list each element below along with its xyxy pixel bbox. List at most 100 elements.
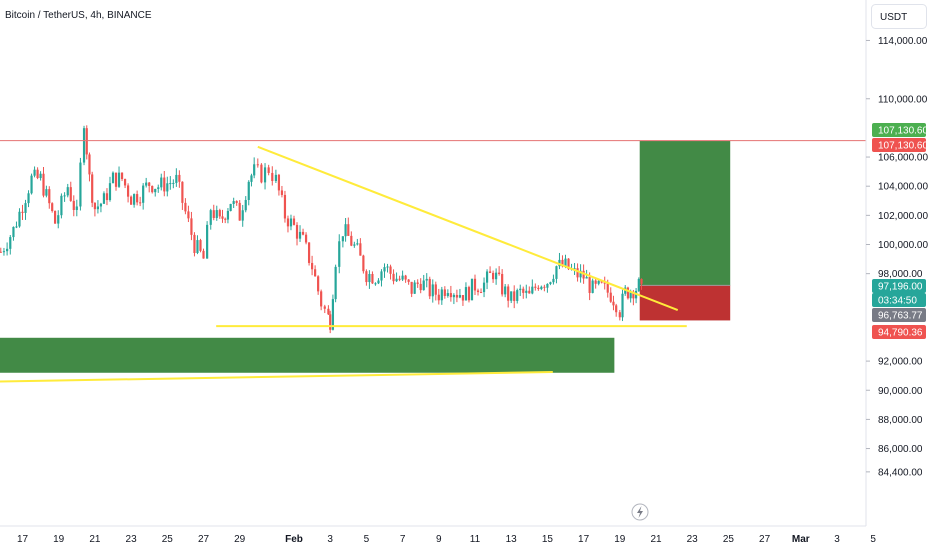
time-axis-tick-label: 21 — [89, 534, 101, 545]
candle-body — [260, 164, 263, 183]
candle-body — [368, 274, 371, 283]
candle-body — [498, 272, 501, 275]
candle-body — [609, 292, 612, 302]
time-axis-tick-label: 17 — [578, 534, 590, 545]
candle-body — [516, 290, 519, 301]
candle-body — [39, 173, 42, 179]
time-axis-tick-label: 3 — [834, 534, 840, 545]
currency-button-frame[interactable] — [871, 4, 927, 29]
price-axis-tick-label: 88,000.00 — [878, 415, 923, 426]
candle-body — [552, 278, 555, 283]
candle-body — [63, 195, 66, 197]
candle-body — [271, 172, 274, 181]
candle-body — [501, 274, 504, 295]
candle-body — [380, 271, 383, 281]
candle-body — [440, 289, 443, 301]
candle-body — [154, 188, 157, 193]
price-axis-tick-label: 90,000.00 — [878, 386, 923, 397]
candle-body — [72, 200, 75, 210]
candle-body — [247, 181, 250, 200]
candle-body — [632, 291, 635, 299]
candle-body — [42, 173, 45, 196]
candle-body — [470, 278, 474, 301]
candle-body — [193, 234, 196, 253]
candle-body — [350, 235, 353, 246]
currency-button[interactable]: USDT — [871, 4, 927, 29]
candle-body — [105, 193, 109, 201]
candle-body — [163, 177, 166, 192]
candle-body — [88, 154, 91, 175]
symbol-title[interactable]: Bitcoin / TetherUS, 4h, BINANCE — [5, 10, 152, 21]
candle-body — [226, 210, 230, 220]
candle-body — [331, 299, 335, 330]
candle-body — [33, 169, 36, 176]
candle-body — [21, 211, 24, 213]
price-tag-background — [872, 293, 926, 307]
time-axis-tick-label: 7 — [400, 534, 406, 545]
price-axis[interactable]: 114,000.00 110,000.00 106,000.00 104,000.00… — [866, 36, 928, 478]
candle-body — [178, 174, 181, 182]
candle-body — [169, 183, 172, 185]
candle-body — [298, 231, 302, 239]
candle-body — [347, 224, 350, 236]
lightning-icon[interactable] — [631, 503, 649, 521]
candle-body — [172, 182, 175, 184]
candle-body — [437, 294, 440, 301]
candle-body — [525, 290, 528, 293]
candle-body — [250, 175, 253, 182]
time-axis-tick-label: 13 — [506, 534, 518, 545]
candle-body — [434, 284, 437, 295]
price-axis-tick-label: 110,000.00 — [878, 94, 928, 105]
time-axis[interactable]: 17 19 21 23 25 27 29 Feb 3 5 7 9 11 13 15 17 19 21 23 25 27 M… — [17, 534, 876, 545]
candle-body — [289, 218, 293, 227]
candle-body — [136, 194, 139, 203]
candle-body — [564, 258, 567, 267]
candle-body — [232, 201, 235, 204]
candle-body — [15, 226, 18, 228]
candle-body — [320, 291, 323, 307]
candle-body — [597, 280, 600, 284]
candle-body — [582, 270, 585, 279]
candles-layer — [0, 125, 643, 334]
candle-body — [256, 164, 259, 166]
candle-body — [546, 283, 549, 288]
candle-body — [0, 251, 2, 253]
candle-body — [60, 195, 63, 216]
candle-body — [416, 282, 419, 284]
candle-body — [531, 286, 534, 294]
candle-body — [329, 314, 332, 330]
candle-body — [66, 187, 69, 196]
support-zone — [0, 337, 615, 373]
candle-body — [510, 291, 513, 301]
candle-body — [120, 172, 124, 180]
time-axis-tick-label: 25 — [723, 534, 735, 545]
candle-body — [573, 268, 576, 270]
candle-body — [218, 210, 221, 217]
candle-body — [142, 185, 145, 203]
candle-body — [410, 281, 413, 294]
candle-body — [549, 282, 552, 284]
candle-body — [206, 224, 209, 259]
price-axis-tick-label: 104,000.00 — [878, 182, 928, 193]
currency-label[interactable]: USDT — [880, 12, 907, 23]
candle-body — [51, 203, 54, 211]
descending-trendline — [257, 145, 679, 312]
candle-body — [534, 286, 537, 288]
time-axis-tick-label: 27 — [198, 534, 210, 545]
candle-body — [130, 196, 133, 205]
candle-body — [449, 293, 452, 298]
candle-body — [18, 211, 21, 227]
candle-body — [286, 218, 290, 227]
candle-body — [24, 203, 27, 213]
candle-body — [446, 293, 449, 296]
candle-body — [537, 287, 540, 290]
candle-body — [9, 237, 12, 249]
candle-body — [401, 275, 404, 280]
candle-body — [344, 224, 347, 237]
candle-body — [404, 275, 407, 280]
candle-body — [311, 262, 314, 270]
candle-body — [413, 282, 416, 294]
candle-body — [160, 177, 163, 188]
candle-body — [579, 270, 582, 278]
